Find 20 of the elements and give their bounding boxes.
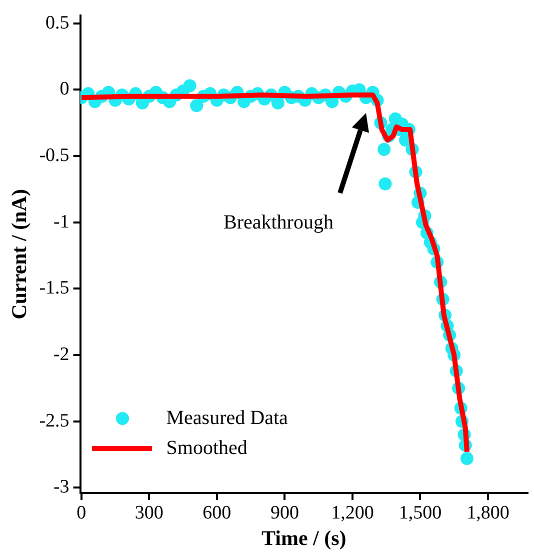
legend-label: Smoothed	[166, 436, 248, 460]
y-tick-label: -2.5	[39, 410, 70, 432]
y-tick-label: 0	[60, 78, 70, 100]
y-tick-label: -1.5	[39, 278, 70, 299]
y-axis-title: Current / (nA)	[7, 189, 32, 320]
y-tick-label: -2	[53, 344, 70, 366]
x-tick-label: 1,200	[331, 502, 374, 524]
x-tick-label: 1,800	[466, 502, 510, 524]
legend-label: Measured Data	[166, 406, 288, 430]
y-tick-label: -0.5	[39, 145, 70, 166]
x-axis-title: Time / (s)	[262, 526, 346, 550]
x-tick-label: 0	[76, 502, 86, 524]
annotation: Breakthrough	[223, 212, 334, 235]
x-tick-label: 1,500	[398, 502, 442, 524]
y-tick-label: -1	[53, 211, 70, 232]
x-tick-label: 600	[202, 502, 232, 524]
x-tick-label: 300	[134, 502, 164, 524]
x-tick-label: 900	[270, 502, 299, 524]
y-tick-label: -3	[53, 476, 70, 498]
y-tick-label: 0.5	[46, 12, 70, 34]
